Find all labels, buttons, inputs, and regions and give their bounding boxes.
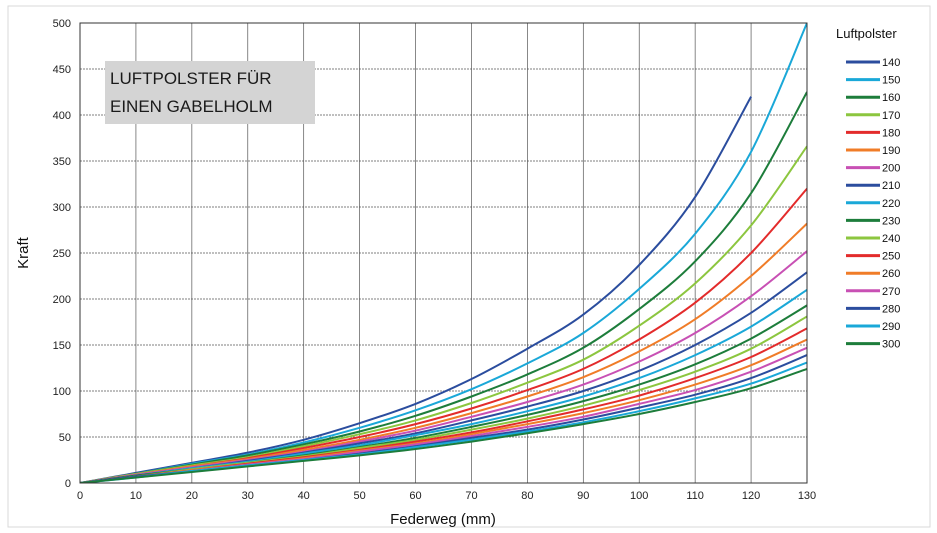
x-tick-label: 130 <box>798 490 816 502</box>
legend: 140 150 160 170 180 190 200 210 220 230 240 250 260 2… <box>846 57 900 351</box>
series-line-160 <box>80 91 807 483</box>
legend-label-170: 170 <box>882 110 900 122</box>
x-tick-label: 100 <box>630 490 648 502</box>
x-tick-label: 70 <box>465 490 477 502</box>
x-tick-label: 110 <box>686 490 704 502</box>
x-tick-label: 60 <box>409 490 421 502</box>
x-tick-label: 20 <box>186 490 198 502</box>
legend-label-150: 150 <box>882 75 900 87</box>
legend-label-200: 200 <box>882 163 900 175</box>
y-tick-label: 100 <box>53 386 71 398</box>
x-tick-label: 90 <box>577 490 589 502</box>
legend-label-290: 290 <box>882 321 900 333</box>
legend-label-180: 180 <box>882 127 900 139</box>
x-axis-title: Federweg (mm) <box>390 511 496 528</box>
legend-label-280: 280 <box>882 303 900 315</box>
legend-label-260: 260 <box>882 268 900 280</box>
legend-label-270: 270 <box>882 286 900 298</box>
legend-label-160: 160 <box>882 92 900 104</box>
legend-label-220: 220 <box>882 198 900 210</box>
annotation-line-1: LUFTPOLSTER FÜR <box>110 69 272 88</box>
y-tick-label: 50 <box>59 432 71 444</box>
y-tick-label: 150 <box>53 340 71 352</box>
legend-label-300: 300 <box>882 339 900 351</box>
legend-label-240: 240 <box>882 233 900 245</box>
plot-area-border <box>79 22 808 484</box>
legend-label-190: 190 <box>882 145 900 157</box>
x-tick-label: 120 <box>742 490 760 502</box>
series-line-290 <box>80 361 807 483</box>
series-line-190 <box>80 222 807 483</box>
legend-label-250: 250 <box>882 251 900 263</box>
y-tick-label: 250 <box>53 248 71 260</box>
y-tick-label: 350 <box>53 156 71 168</box>
x-tick-label: 10 <box>130 490 142 502</box>
x-tick-labels: 0 10 20 30 40 50 60 70 80 90 100 110 120 130 <box>77 490 816 502</box>
legend-title: Luftpolster <box>836 26 897 41</box>
y-tick-label: 0 <box>65 478 71 490</box>
x-tick-label: 40 <box>298 490 310 502</box>
legend-label-210: 210 <box>882 180 900 192</box>
y-axis-title: Kraft <box>15 236 32 269</box>
annotation-line-2: EINEN GABELHOLM <box>110 97 273 116</box>
y-tick-label: 200 <box>53 294 71 306</box>
legend-label-230: 230 <box>882 215 900 227</box>
y-tick-label: 450 <box>53 64 71 76</box>
x-tick-label: 50 <box>353 490 365 502</box>
y-tick-label: 400 <box>53 110 71 122</box>
series-line-300 <box>80 367 807 483</box>
y-tick-label: 300 <box>53 202 71 214</box>
annotation-background <box>105 61 315 124</box>
series-lines <box>80 23 807 483</box>
x-tick-label: 0 <box>77 490 83 502</box>
x-tick-label: 30 <box>242 490 254 502</box>
y-tick-label: 500 <box>53 18 71 30</box>
annotation-box: LUFTPOLSTER FÜR EINEN GABELHOLM <box>105 61 315 124</box>
x-tick-label: 80 <box>521 490 533 502</box>
y-tick-labels: 0 50 100 150 200 250 300 350 400 450 500 <box>53 18 71 490</box>
legend-label-140: 140 <box>882 57 900 69</box>
